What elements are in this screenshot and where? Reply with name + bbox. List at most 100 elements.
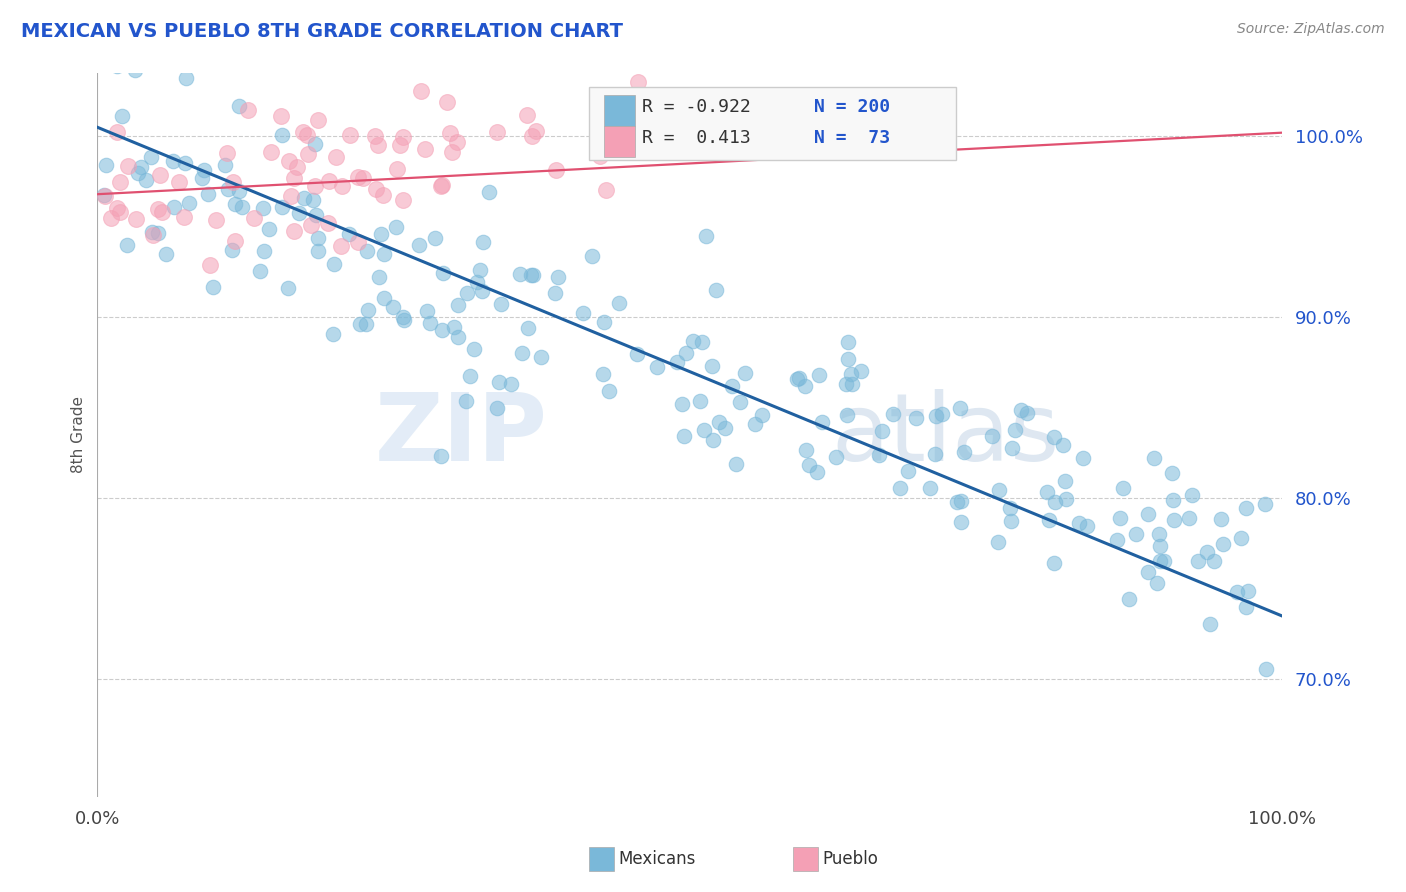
Point	[283, 171, 305, 186]
Text: Source: ZipAtlas.com: Source: ZipAtlas.com	[1237, 22, 1385, 37]
Point	[517, 320, 540, 334]
Point	[100, 211, 122, 226]
Point	[217, 182, 239, 196]
Point	[1043, 557, 1066, 571]
Point	[675, 345, 697, 359]
Point	[463, 343, 485, 357]
Point	[1108, 511, 1130, 525]
Point	[468, 262, 491, 277]
Point	[664, 124, 686, 138]
Point	[806, 466, 828, 480]
Point	[824, 450, 846, 464]
Point	[1147, 526, 1170, 541]
Point	[373, 291, 395, 305]
Point	[307, 113, 329, 128]
Point	[381, 300, 404, 314]
Point	[443, 320, 465, 334]
Point	[949, 516, 972, 530]
Point	[666, 355, 689, 369]
Text: Pueblo: Pueblo	[823, 850, 879, 868]
Point	[1178, 511, 1201, 525]
Point	[465, 276, 488, 290]
Point	[520, 268, 543, 282]
Point	[280, 189, 302, 203]
Point	[367, 137, 389, 152]
Point	[1234, 500, 1257, 515]
Point	[228, 99, 250, 113]
Point	[260, 145, 283, 160]
Point	[367, 269, 389, 284]
Point	[683, 35, 706, 49]
Point	[307, 244, 329, 259]
Point	[214, 157, 236, 171]
Point	[177, 195, 200, 210]
Point	[702, 434, 724, 448]
Text: ZIP: ZIP	[374, 389, 547, 481]
Point	[174, 70, 197, 85]
Point	[868, 448, 890, 462]
Point	[1017, 406, 1039, 420]
Point	[432, 266, 454, 280]
Point	[392, 310, 415, 324]
Point	[456, 285, 478, 300]
Point	[695, 229, 717, 244]
Point	[1237, 583, 1260, 598]
Point	[318, 173, 340, 187]
Point	[167, 175, 190, 189]
Point	[581, 249, 603, 263]
Point	[693, 423, 716, 437]
Point	[904, 411, 927, 425]
Text: R =  0.413: R = 0.413	[643, 129, 751, 147]
Point	[271, 200, 294, 214]
Point	[292, 191, 315, 205]
Point	[689, 394, 711, 409]
Point	[1256, 662, 1278, 676]
Point	[222, 174, 245, 188]
Point	[544, 286, 567, 301]
Point	[1036, 484, 1059, 499]
Point	[105, 59, 128, 73]
Point	[478, 185, 501, 199]
Y-axis label: 8th Grade: 8th Grade	[72, 396, 86, 474]
Point	[811, 415, 834, 429]
Point	[987, 534, 1010, 549]
Point	[598, 384, 620, 399]
Point	[93, 188, 115, 202]
Point	[931, 408, 953, 422]
Point	[419, 317, 441, 331]
Point	[1000, 514, 1022, 528]
Point	[547, 270, 569, 285]
Point	[949, 401, 972, 416]
Text: Mexicans: Mexicans	[619, 850, 696, 868]
Text: N =  73: N = 73	[814, 129, 890, 147]
Point	[592, 367, 614, 381]
Point	[1211, 511, 1233, 525]
FancyBboxPatch shape	[605, 95, 636, 126]
Point	[441, 145, 464, 160]
Point	[530, 350, 553, 364]
Text: atlas: atlas	[831, 389, 1060, 481]
Point	[1054, 491, 1077, 506]
Point	[799, 458, 821, 472]
Point	[1118, 591, 1140, 606]
Point	[295, 128, 318, 143]
Point	[117, 160, 139, 174]
Point	[841, 377, 863, 392]
Point	[94, 158, 117, 172]
Point	[1042, 430, 1064, 444]
Point	[322, 257, 344, 271]
Text: R = -0.922: R = -0.922	[643, 98, 751, 116]
Point	[595, 183, 617, 197]
Point	[1076, 518, 1098, 533]
Point	[304, 179, 326, 194]
Point	[142, 227, 165, 242]
Point	[837, 351, 859, 366]
Point	[1054, 474, 1077, 488]
Point	[277, 280, 299, 294]
Point	[851, 364, 873, 378]
Point	[522, 268, 544, 283]
Point	[682, 334, 704, 348]
Point	[447, 298, 470, 312]
Point	[224, 197, 246, 211]
Point	[117, 237, 139, 252]
